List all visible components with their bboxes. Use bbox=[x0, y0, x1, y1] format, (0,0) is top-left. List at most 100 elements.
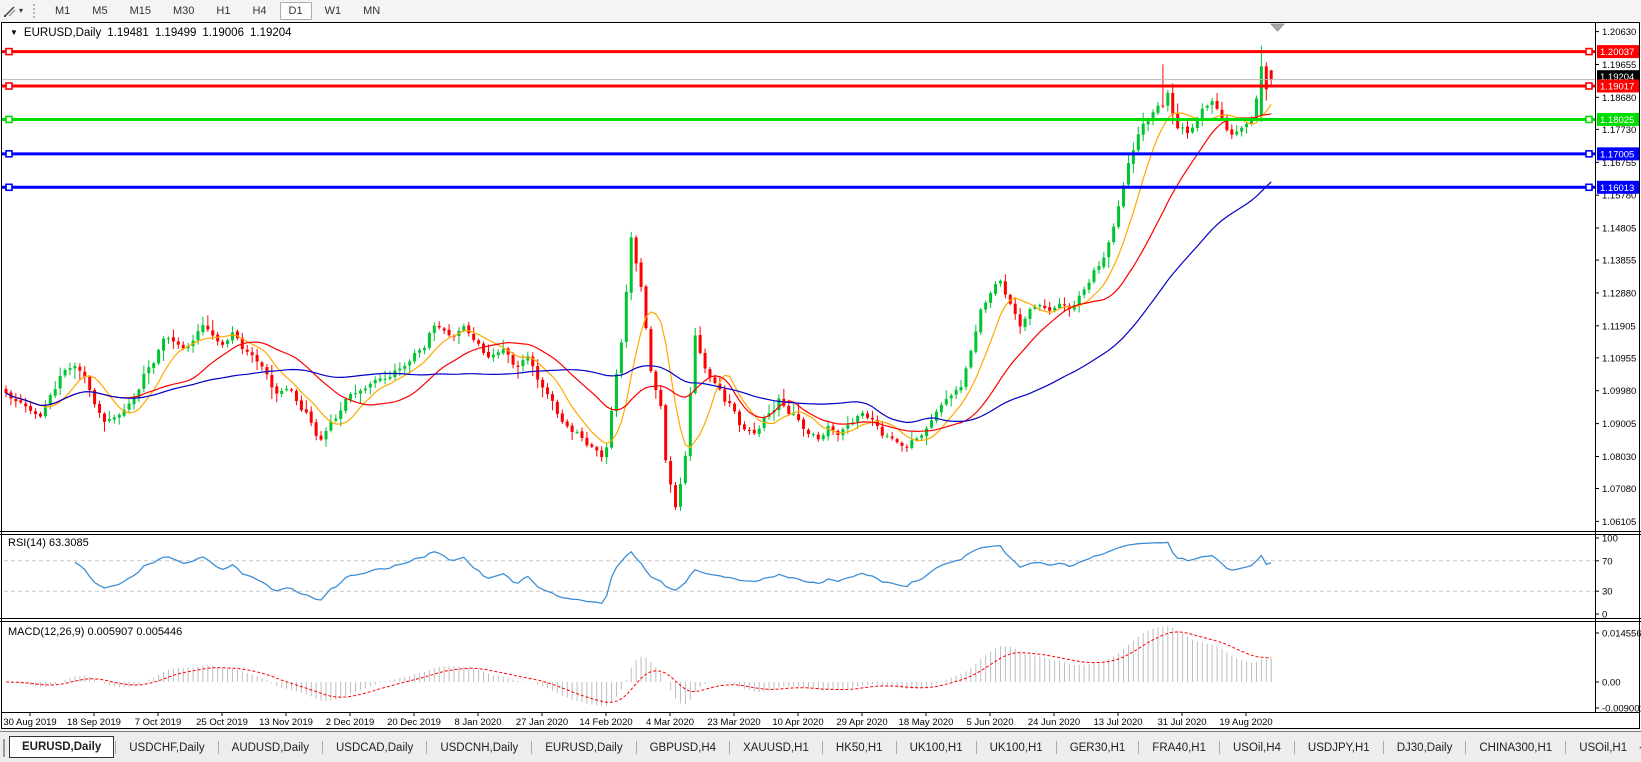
candle-body bbox=[142, 373, 146, 389]
macd-histogram bbox=[10, 625, 1272, 707]
candle-body bbox=[974, 331, 978, 352]
candle-body bbox=[1195, 118, 1199, 128]
tab-usdcad-daily[interactable]: USDCAD,Daily bbox=[335, 741, 414, 754]
timeframe-button-h1[interactable]: H1 bbox=[216, 4, 231, 17]
line-handle[interactable] bbox=[5, 82, 13, 90]
tab-scroll-left-icon[interactable]: ◂ bbox=[1639, 742, 1641, 753]
candle-body bbox=[354, 393, 358, 395]
tab-china300-h1[interactable]: CHINA300,H1 bbox=[1479, 741, 1553, 754]
candle-body bbox=[275, 386, 279, 394]
candle-body bbox=[930, 420, 934, 428]
price-line-box bbox=[1597, 180, 1639, 194]
macd-tick-label: -0.009001 bbox=[1602, 704, 1641, 715]
candle-body bbox=[467, 325, 471, 334]
timeframe-button-m15[interactable]: M15 bbox=[129, 4, 151, 17]
candle-body bbox=[388, 376, 392, 379]
candle-body bbox=[831, 426, 835, 431]
y-axis-tick-label: 1.19655 bbox=[1602, 60, 1636, 71]
tab-dj30-daily[interactable]: DJ30,Daily bbox=[1396, 741, 1453, 754]
tab-audusd-daily[interactable]: AUDUSD,Daily bbox=[231, 741, 309, 754]
candle-body bbox=[664, 405, 668, 461]
candle-body bbox=[506, 348, 510, 355]
candle-body bbox=[235, 331, 239, 339]
candle-body bbox=[806, 429, 810, 435]
candle-body bbox=[1131, 150, 1135, 164]
candle-body bbox=[915, 438, 919, 441]
candle-body bbox=[226, 340, 230, 345]
tab-separator bbox=[635, 741, 637, 754]
candle-body bbox=[403, 365, 407, 369]
candle-body bbox=[432, 325, 436, 333]
candle-body bbox=[688, 393, 692, 457]
timeframe-button-m5[interactable]: M5 bbox=[92, 4, 108, 17]
tab-eurusd-daily[interactable]: EURUSD,Daily bbox=[9, 735, 115, 758]
x-axis-date-label: 23 Mar 2020 bbox=[707, 717, 760, 728]
macd-label: MACD(12,26,9) 0.005907 0.005446 bbox=[8, 626, 183, 638]
tab-usdjpy-h1[interactable]: USDJPY,H1 bbox=[1307, 741, 1370, 754]
tab-xauusd-h1[interactable]: XAUUSD,H1 bbox=[743, 741, 809, 754]
tab-hk50-h1[interactable]: HK50,H1 bbox=[835, 741, 883, 754]
candle-body bbox=[683, 455, 687, 484]
tab-usoil-h1[interactable]: USOil,H1 bbox=[1579, 741, 1628, 754]
line-handle[interactable] bbox=[1585, 115, 1593, 124]
candle-body bbox=[250, 352, 254, 356]
tab-usoil-h4[interactable]: USOil,H4 bbox=[1232, 741, 1281, 754]
candle-body bbox=[147, 367, 151, 374]
chevron-down-icon[interactable]: ▾ bbox=[19, 6, 24, 15]
line-handle[interactable] bbox=[5, 183, 13, 192]
price-chart[interactable]: 1.20630 1.19655 1.18680 1.17730 1.16755 1.157… bbox=[0, 0, 1641, 731]
candle-body bbox=[304, 409, 308, 413]
candle-body bbox=[925, 428, 929, 437]
line-handle[interactable] bbox=[1585, 82, 1593, 90]
candle-body bbox=[314, 422, 318, 436]
collapse-triangle-icon[interactable]: ▼ bbox=[10, 28, 18, 37]
candle-body bbox=[68, 368, 72, 370]
candle-body bbox=[713, 377, 717, 384]
chart-cursor-icon[interactable] bbox=[2, 3, 18, 18]
candle-body bbox=[206, 325, 210, 330]
macd-tick-label: 0.014556 bbox=[1602, 629, 1641, 640]
y-axis-tick-label: 1.09980 bbox=[1602, 386, 1636, 397]
tab-separator bbox=[1293, 741, 1295, 754]
timeframe-button-h4[interactable]: H4 bbox=[252, 4, 267, 17]
tab-uk100-h1[interactable]: UK100,H1 bbox=[989, 741, 1043, 754]
candle-body bbox=[674, 485, 678, 508]
y-axis-tick-label: 1.08030 bbox=[1602, 452, 1636, 463]
candle-body bbox=[1215, 100, 1219, 109]
candle-body bbox=[511, 355, 515, 365]
candle-body bbox=[162, 338, 166, 351]
candle-body bbox=[1092, 270, 1096, 282]
price-line-box bbox=[1597, 112, 1639, 126]
candle-body bbox=[368, 383, 372, 388]
line-handle[interactable] bbox=[5, 115, 13, 124]
toolbar: ▾ M1 M5 M15 M30 H1 H4 D1 W1 MN bbox=[0, 0, 1641, 21]
line-handle[interactable] bbox=[1585, 183, 1593, 192]
tab-ger30-h1[interactable]: GER30,H1 bbox=[1069, 741, 1126, 754]
tab-usdchf-daily[interactable]: USDCHF,Daily bbox=[129, 741, 205, 754]
tab-uk100-h1[interactable]: UK100,H1 bbox=[909, 741, 963, 754]
timeframe-button-m30[interactable]: M30 bbox=[172, 4, 195, 17]
chart-shift-marker-icon[interactable] bbox=[1270, 23, 1285, 32]
candle-body bbox=[1013, 303, 1017, 314]
timeframe-button-w1[interactable]: W1 bbox=[324, 4, 342, 17]
candle-body bbox=[1087, 282, 1091, 290]
candle-body bbox=[920, 435, 924, 438]
timeframe-button-d1[interactable]: D1 bbox=[279, 1, 312, 20]
line-handle[interactable] bbox=[1585, 150, 1593, 158]
line-handle[interactable] bbox=[5, 150, 13, 158]
candle-body bbox=[398, 368, 402, 371]
line-handle[interactable] bbox=[1585, 47, 1593, 56]
candle-body bbox=[536, 366, 540, 380]
candle-body bbox=[137, 389, 141, 399]
tab-gbpusd-h4[interactable]: GBPUSD,H4 bbox=[649, 741, 717, 754]
candle-body bbox=[821, 435, 825, 440]
x-axis-date-label: 18 May 2020 bbox=[899, 717, 954, 728]
candle-body bbox=[4, 388, 8, 394]
timeframe-button-mn[interactable]: MN bbox=[363, 4, 381, 17]
tab-fra40-h1[interactable]: FRA40,H1 bbox=[1152, 741, 1206, 754]
tab-eurusd-daily[interactable]: EURUSD,Daily bbox=[545, 741, 623, 754]
tab-usdcnh-daily[interactable]: USDCNH,Daily bbox=[440, 741, 519, 754]
candle-body bbox=[964, 368, 968, 387]
timeframe-button-m1[interactable]: M1 bbox=[55, 4, 71, 17]
line-handle[interactable] bbox=[5, 47, 13, 56]
